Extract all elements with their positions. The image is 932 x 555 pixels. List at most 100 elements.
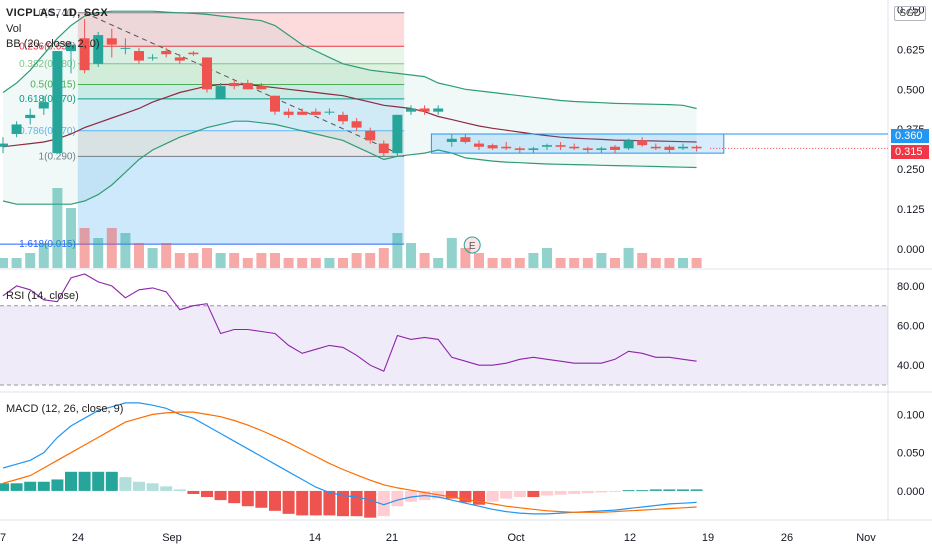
macd-histogram-bar xyxy=(677,489,689,491)
macd-histogram-bar xyxy=(337,490,349,517)
candle-body xyxy=(569,146,580,149)
candle-body xyxy=(582,148,593,150)
fib-zone xyxy=(77,98,405,131)
candle-body xyxy=(678,146,688,149)
candle-body xyxy=(0,143,8,147)
volume-bar xyxy=(25,253,36,268)
macd-histogram-bar xyxy=(622,490,635,492)
candle xyxy=(501,141,512,150)
symbol-title: VICPLAS, 1D, SGX xyxy=(6,7,108,19)
candle-body xyxy=(378,143,389,154)
candle-body xyxy=(106,38,117,45)
candle-body xyxy=(188,52,199,55)
time-axis-tick: 19 xyxy=(702,532,714,544)
earnings-circle xyxy=(463,236,481,254)
macd-histogram-bar xyxy=(133,481,145,491)
volume-bar xyxy=(365,253,376,268)
volume-bar xyxy=(324,258,335,268)
time-axis-tick: 26 xyxy=(781,532,793,544)
trend-line xyxy=(84,12,398,154)
volume-bar xyxy=(542,248,552,268)
candle xyxy=(270,95,280,115)
candle xyxy=(610,145,620,154)
volume-bar xyxy=(528,253,539,268)
volume-bar xyxy=(474,253,484,268)
macd-histogram-bar xyxy=(255,490,268,508)
volume-bar xyxy=(66,208,76,268)
macd-axis-tick: 0.000 xyxy=(897,486,925,498)
price-axis-tick: 0.000 xyxy=(897,244,925,256)
time-axis-tick: 21 xyxy=(386,532,398,544)
candle-body xyxy=(446,138,457,142)
candle xyxy=(542,143,552,150)
candle-body xyxy=(229,82,240,87)
volume-bar xyxy=(419,253,430,268)
candle xyxy=(147,54,158,61)
candle-body xyxy=(460,137,471,142)
time-axis-tick: 7 xyxy=(0,532,6,544)
bollinger-legend: BB (20, close, 2, 0) xyxy=(6,38,100,50)
candle xyxy=(338,111,348,125)
candle xyxy=(569,143,580,150)
symbol-legend: VICPLAS, 1D, SGX xyxy=(6,7,108,19)
volume-bar xyxy=(623,248,634,268)
volume-bar xyxy=(202,248,212,268)
macd-histogram-bar xyxy=(37,481,50,491)
macd-histogram-bar xyxy=(323,490,336,516)
candle xyxy=(650,143,661,150)
macd-histogram-bar xyxy=(527,490,540,498)
candle xyxy=(11,121,22,138)
candle xyxy=(52,51,63,154)
macd-legend: MACD (12, 26, close, 9) xyxy=(6,403,124,415)
candle xyxy=(637,137,648,147)
macd-histogram-bar xyxy=(269,490,281,511)
volume-bar xyxy=(270,253,280,268)
macd-histogram-bar xyxy=(541,490,553,496)
price-tag-high: 0.360 xyxy=(891,129,929,143)
candle-body xyxy=(242,82,253,90)
volume-bar xyxy=(93,238,104,268)
earnings-marker: E xyxy=(463,236,481,254)
candle-body xyxy=(52,51,63,154)
candle xyxy=(487,143,498,150)
candle-body xyxy=(406,108,416,112)
currency-badge[interactable]: SGD xyxy=(894,6,926,21)
candle-body xyxy=(691,146,702,149)
volume-bar xyxy=(38,243,49,268)
candle xyxy=(0,137,8,154)
candle-body xyxy=(25,114,36,119)
candle xyxy=(433,105,444,115)
volume-bar xyxy=(596,253,607,268)
rsi-band xyxy=(0,305,888,386)
rsi-axis-tick: 60.00 xyxy=(897,321,925,333)
macd-histogram-bar xyxy=(241,490,254,507)
candle-body xyxy=(433,108,444,112)
candle-body xyxy=(623,140,634,149)
candle xyxy=(106,28,117,58)
volume-bar xyxy=(120,233,131,268)
macd-histogram-bar xyxy=(146,483,159,491)
price-tag-close: 0.315 xyxy=(891,145,929,159)
volume-bar xyxy=(188,253,199,268)
bollinger-lower-line xyxy=(2,120,697,205)
volume-bar xyxy=(11,258,22,268)
candle-body xyxy=(134,51,144,61)
earnings-marker-label: E xyxy=(469,241,476,252)
volume-bar xyxy=(406,243,416,268)
macd-histogram-bar xyxy=(119,477,132,491)
volume-bar xyxy=(446,238,457,268)
volume-bar xyxy=(283,258,294,268)
volume-bar xyxy=(351,253,362,268)
candle xyxy=(365,127,376,144)
volume-bar xyxy=(650,258,661,268)
volume-bar xyxy=(134,243,144,268)
candle-body xyxy=(283,111,294,115)
fib-level-label: 0.786(0.370) xyxy=(19,126,76,137)
volume-bar xyxy=(161,243,172,268)
candle-body xyxy=(514,148,525,150)
rsi-legend: RSI (14, close) xyxy=(6,290,79,302)
macd-histogram-bar xyxy=(391,490,404,507)
price-axis-tick: 0.750 xyxy=(897,5,925,17)
